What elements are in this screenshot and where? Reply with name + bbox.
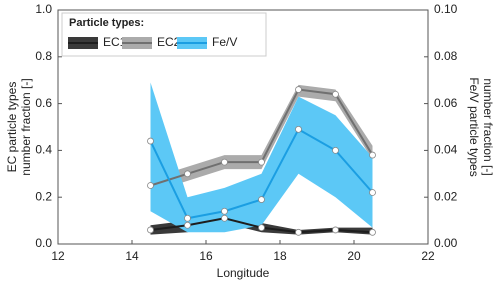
point [295, 125, 302, 133]
y-tick-label: 0.8 [35, 49, 52, 63]
y2-tick-label: 0.08 [434, 49, 458, 63]
point [258, 158, 265, 166]
point [258, 224, 265, 232]
legend-label: Fe/V [212, 35, 237, 49]
point [369, 189, 376, 196]
point [184, 221, 191, 229]
point [369, 228, 376, 236]
point [295, 228, 302, 236]
y-axis-label: number fraction [-] [19, 78, 33, 175]
x-tick-label: 20 [347, 249, 361, 263]
legend-title: Particle types: [69, 17, 144, 29]
x-axis-label: Longitude [217, 266, 270, 280]
point [221, 158, 228, 166]
x-tick-label: 14 [125, 249, 139, 263]
y2-tick-label: 0.10 [434, 2, 458, 16]
point [332, 146, 339, 154]
point [221, 214, 228, 222]
y2-axis-label: Fe/V particle types [467, 77, 481, 176]
band [150, 84, 373, 193]
x-tick-label: 22 [421, 249, 435, 263]
x-tick-label: 12 [51, 249, 65, 263]
legend-label: EC1 [103, 35, 127, 49]
point [184, 170, 191, 178]
point [258, 196, 265, 203]
point [332, 226, 339, 234]
y2-axis-label: number fraction [-] [481, 78, 495, 175]
y-tick-label: 0.0 [35, 236, 52, 250]
y2-tick-label: 0.04 [434, 143, 458, 157]
x-tick-label: 16 [199, 249, 213, 263]
y2-tick-label: 0.00 [434, 236, 458, 250]
y-tick-label: 0.6 [35, 96, 52, 110]
point [147, 226, 154, 234]
point [221, 207, 228, 215]
point [147, 137, 154, 145]
y-axis-label: EC particle types [5, 82, 19, 173]
y-tick-label: 1.0 [35, 2, 52, 16]
y-tick-label: 0.2 [35, 189, 52, 203]
y2-tick-label: 0.06 [434, 96, 458, 110]
point [369, 151, 376, 159]
point [184, 214, 191, 222]
point [332, 90, 339, 98]
y-tick-label: 0.4 [35, 143, 52, 157]
plot-frame [57, 9, 429, 245]
point [295, 86, 302, 93]
band [150, 82, 373, 233]
x-tick-label: 18 [273, 249, 287, 263]
y2-tick-label: 0.02 [434, 189, 458, 203]
point [147, 182, 154, 189]
legend-label: EC2 [157, 35, 181, 49]
